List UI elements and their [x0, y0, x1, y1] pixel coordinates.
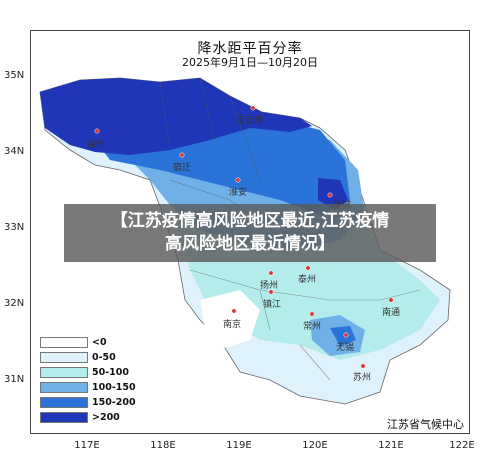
legend-swatch — [40, 352, 88, 363]
city-label-nanjing: 南京 — [223, 320, 242, 330]
legend-swatch — [40, 412, 88, 423]
lon-label-119e: 119E — [226, 440, 252, 451]
lat-label-34n: 34N — [4, 146, 25, 157]
legend-label: 0-50 — [92, 352, 116, 363]
legend-label: 50-100 — [92, 367, 129, 378]
legend-swatch — [40, 382, 88, 393]
city-label-wuxi: 无锡 — [336, 343, 355, 353]
lat-label-33n: 33N — [4, 222, 25, 233]
legend-item: 150-200 — [40, 396, 136, 409]
legend-swatch — [40, 367, 88, 378]
zone-below-zero — [200, 290, 260, 348]
city-label-taizhou: 泰州 — [298, 275, 317, 285]
legend-label: 150-200 — [92, 397, 136, 408]
legend-item: 0-50 — [40, 351, 136, 364]
city-label-xuzhou: 徐州 — [87, 140, 106, 150]
lon-label-120e: 120E — [302, 440, 328, 451]
lat-label-35n: 35N — [4, 70, 25, 81]
map-subtitle: 2025年9月1日—10月20日 — [182, 56, 318, 69]
legend-item: >200 — [40, 411, 136, 424]
city-label-nantong: 南通 — [382, 308, 401, 318]
banner-line-1: 【江苏疫情高风险地区最近,江苏疫情 — [110, 211, 390, 231]
legend: <0 0-50 50-100 100-150 150-200 >200 — [40, 336, 136, 426]
headline-banner: 【江苏疫情高风险地区最近,江苏疫情 高风险地区最近情况】 — [64, 204, 436, 262]
lat-label-32n: 32N — [4, 298, 25, 309]
legend-item: 50-100 — [40, 366, 136, 379]
city-markers — [94, 105, 394, 369]
legend-label: >200 — [92, 412, 120, 423]
city-label-suzhou: 苏州 — [353, 373, 372, 383]
legend-swatch — [40, 397, 88, 408]
city-label-suqian: 宿迁 — [173, 163, 192, 173]
lon-label-121e: 121E — [378, 440, 404, 451]
boundary-lines — [159, 77, 421, 381]
legend-swatch — [40, 337, 88, 348]
legend-item: 100-150 — [40, 381, 136, 394]
zone-over-200 — [40, 78, 312, 155]
legend-label: <0 — [92, 337, 107, 348]
banner-line-2: 高风险地区最近情况】 — [165, 234, 335, 254]
lat-label-31n: 31N — [4, 374, 25, 385]
lon-label-122e: 122E — [449, 440, 475, 451]
zone-over-200-east — [318, 178, 348, 210]
city-label-huaian: 淮安 — [229, 188, 248, 198]
map-title: 降水距平百分率 — [197, 41, 303, 57]
city-label-changzhou: 常州 — [303, 322, 322, 332]
city-label-zhenjiang: 镇江 — [263, 300, 282, 310]
source-credit: 江苏省气候中心 — [387, 418, 464, 431]
zone-over-200-south — [330, 326, 356, 346]
city-label-lianyungang: 连云港 — [236, 116, 264, 126]
legend-label: 100-150 — [92, 382, 136, 393]
lon-label-118e: 118E — [150, 440, 176, 451]
city-label-yangzhou: 扬州 — [260, 281, 279, 291]
lon-label-117e: 117E — [74, 440, 100, 451]
legend-item: <0 — [40, 336, 136, 349]
